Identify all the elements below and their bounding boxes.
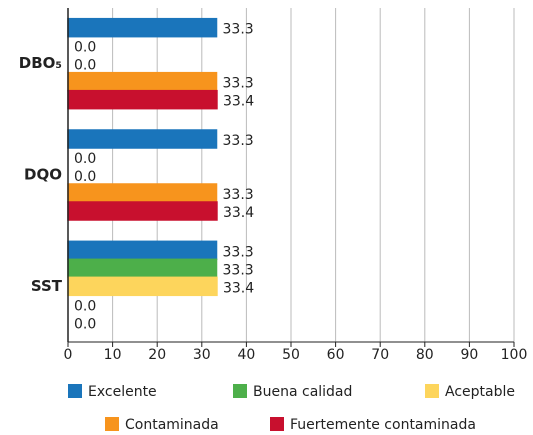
value-label: 0.0 xyxy=(74,151,96,167)
value-label: 0.0 xyxy=(74,316,96,332)
x-tick-label: 100 xyxy=(501,347,528,363)
value-label: 0.0 xyxy=(74,58,96,74)
bar xyxy=(67,71,218,92)
x-tick-label: 70 xyxy=(371,347,389,363)
category-label: DBO₅ xyxy=(19,54,62,72)
legend-swatch xyxy=(270,417,284,431)
x-tick-label: 0 xyxy=(64,347,73,363)
x-tick-label: 10 xyxy=(104,347,122,363)
x-tick-label: 50 xyxy=(282,347,300,363)
legend-label: Excelente xyxy=(88,384,157,400)
bar xyxy=(67,240,218,261)
bar xyxy=(67,276,218,297)
value-label: 0.0 xyxy=(74,169,96,185)
x-tick-label: 20 xyxy=(148,347,166,363)
value-label: 33.4 xyxy=(223,205,254,221)
legend-label: Aceptable xyxy=(445,384,515,400)
value-label: 33.3 xyxy=(223,22,254,38)
category-label: SST xyxy=(31,277,63,295)
legend-swatch xyxy=(425,384,439,398)
x-tick-label: 80 xyxy=(416,347,434,363)
value-label: 33.4 xyxy=(223,94,254,110)
legend-label: Buena calidad xyxy=(253,384,352,400)
bar xyxy=(67,258,218,279)
legend-swatch xyxy=(105,417,119,431)
bar xyxy=(67,17,218,38)
x-tick-label: 30 xyxy=(193,347,211,363)
x-tick-label: 90 xyxy=(460,347,478,363)
legend-swatch xyxy=(233,384,247,398)
value-label: 33.4 xyxy=(223,280,254,296)
value-label: 33.3 xyxy=(223,262,254,278)
legend-label: Contaminada xyxy=(125,417,219,433)
bar xyxy=(67,129,218,149)
category-label: DQO xyxy=(24,166,62,184)
x-tick-label: 60 xyxy=(327,347,345,363)
value-label: 0.0 xyxy=(74,40,96,56)
legend-label: Fuertemente contaminada xyxy=(290,417,476,433)
value-label: 33.3 xyxy=(223,76,254,92)
bar xyxy=(67,183,218,203)
value-label: 33.3 xyxy=(223,133,254,149)
value-label: 0.0 xyxy=(74,298,96,314)
bar xyxy=(67,201,218,221)
legend-swatch xyxy=(68,384,82,398)
x-tick-label: 40 xyxy=(237,347,255,363)
value-label: 33.3 xyxy=(223,187,254,203)
value-label: 33.3 xyxy=(223,244,254,260)
bar xyxy=(67,89,218,110)
